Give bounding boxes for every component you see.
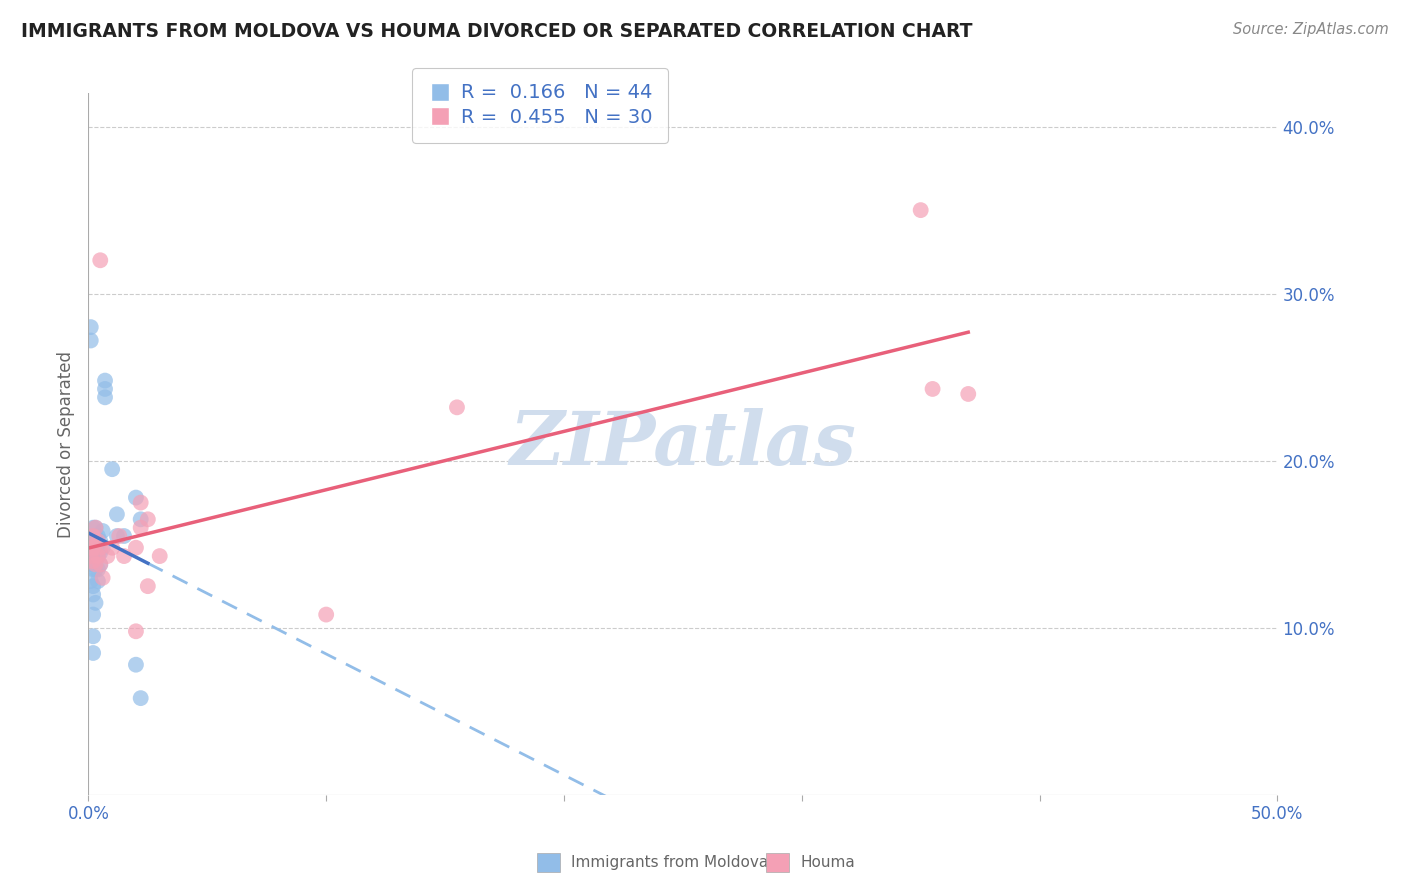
Point — [82, 541, 104, 555]
Point — [82, 562, 104, 576]
Point — [94, 390, 117, 404]
Text: Houma: Houma — [800, 855, 855, 870]
Point — [315, 607, 337, 622]
Point — [91, 571, 114, 585]
Point — [80, 541, 103, 555]
Point — [84, 558, 107, 572]
Point — [105, 529, 128, 543]
Point — [84, 529, 107, 543]
Point — [87, 549, 110, 563]
Point — [80, 320, 103, 334]
Point — [125, 657, 148, 672]
Point — [87, 537, 110, 551]
Point — [84, 562, 107, 576]
Point — [80, 574, 103, 589]
Text: Immigrants from Moldova: Immigrants from Moldova — [571, 855, 768, 870]
Point — [921, 382, 943, 396]
Point — [125, 624, 148, 639]
Point — [84, 521, 107, 535]
Point — [89, 546, 111, 560]
Point — [82, 521, 104, 535]
Point — [101, 541, 124, 555]
Point — [80, 549, 103, 563]
Point — [957, 387, 980, 401]
Point — [80, 541, 103, 555]
Point — [80, 334, 103, 348]
Point — [84, 596, 107, 610]
Point — [149, 549, 172, 563]
Point — [101, 462, 124, 476]
Point — [82, 607, 104, 622]
Point — [82, 541, 104, 555]
Point — [94, 374, 117, 388]
Point — [80, 549, 103, 563]
Point — [129, 521, 152, 535]
Point — [87, 529, 110, 543]
Point — [136, 579, 159, 593]
Point — [129, 512, 152, 526]
Point — [84, 549, 107, 563]
Point — [87, 562, 110, 576]
Point — [89, 558, 111, 572]
Point — [82, 529, 104, 543]
Point — [84, 521, 107, 535]
Point — [89, 558, 111, 572]
Point — [96, 549, 118, 563]
Point — [87, 574, 110, 589]
Point — [82, 629, 104, 643]
Point — [108, 529, 131, 543]
Point — [82, 579, 104, 593]
Point — [129, 691, 152, 706]
Point — [80, 537, 103, 551]
Point — [84, 541, 107, 555]
Point — [82, 549, 104, 563]
Point — [89, 541, 111, 555]
Point — [129, 495, 152, 509]
Point — [87, 549, 110, 563]
Point — [910, 203, 932, 218]
Point — [91, 524, 114, 538]
Point — [125, 491, 148, 505]
Text: Source: ZipAtlas.com: Source: ZipAtlas.com — [1233, 22, 1389, 37]
Point — [446, 401, 468, 415]
Point — [89, 534, 111, 549]
Point — [80, 558, 103, 572]
Point — [87, 534, 110, 549]
Point — [82, 554, 104, 568]
Y-axis label: Divorced or Separated: Divorced or Separated — [58, 351, 75, 538]
Text: ZIPatlas: ZIPatlas — [509, 408, 856, 481]
Text: IMMIGRANTS FROM MOLDOVA VS HOUMA DIVORCED OR SEPARATED CORRELATION CHART: IMMIGRANTS FROM MOLDOVA VS HOUMA DIVORCE… — [21, 22, 973, 41]
Point — [91, 541, 114, 555]
Point — [84, 541, 107, 555]
Point — [94, 382, 117, 396]
Point — [112, 529, 135, 543]
Point — [105, 508, 128, 522]
Point — [136, 512, 159, 526]
Point — [112, 549, 135, 563]
Legend: R =  0.166   N = 44, R =  0.455   N = 30: R = 0.166 N = 44, R = 0.455 N = 30 — [412, 68, 668, 143]
Point — [125, 541, 148, 555]
Point — [89, 253, 111, 268]
Point — [82, 529, 104, 543]
Point — [82, 646, 104, 660]
Point — [82, 587, 104, 601]
